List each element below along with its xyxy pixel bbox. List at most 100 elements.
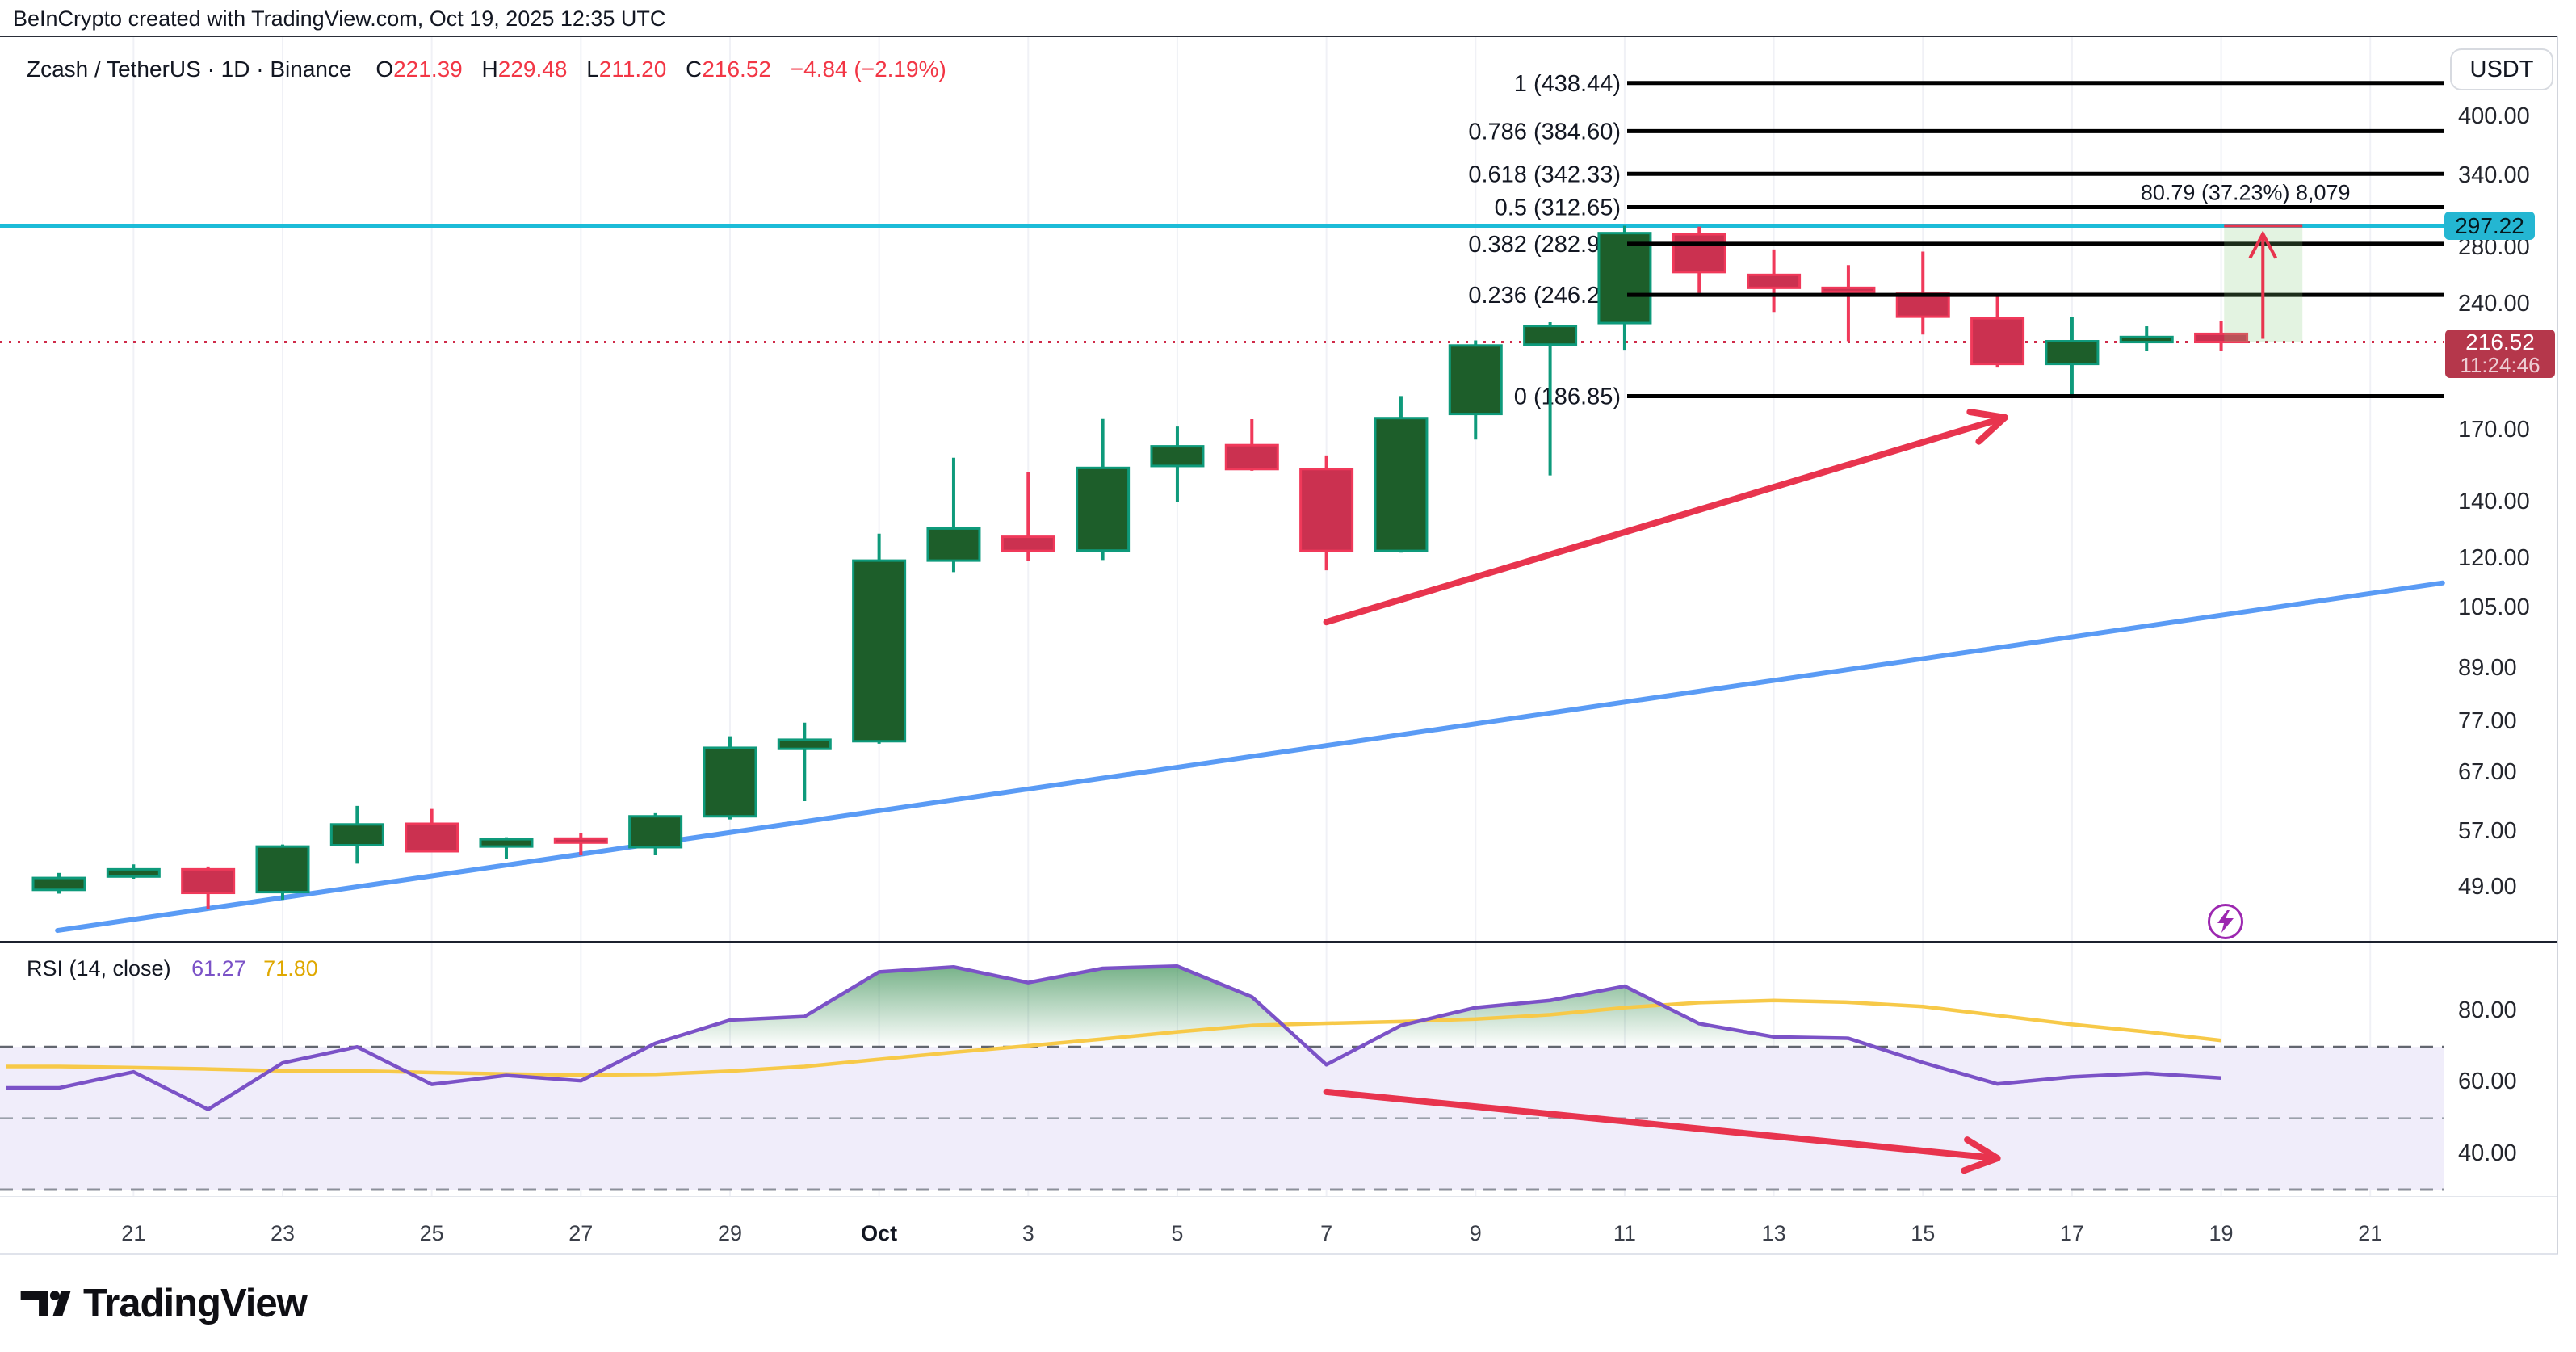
high-label: H bbox=[481, 57, 498, 82]
rsi-overbought-fill bbox=[648, 966, 1307, 1048]
rsi-line bbox=[6, 964, 2221, 1111]
price-tick-label: 140.00 bbox=[2458, 488, 2530, 514]
projection-zone bbox=[2224, 224, 2303, 342]
time-tick-label: 3 bbox=[1022, 1221, 1034, 1245]
candle-body[interactable] bbox=[1523, 325, 1578, 346]
candle-body[interactable] bbox=[2045, 340, 2100, 366]
time-tick-label: 27 bbox=[568, 1221, 594, 1245]
currency-button[interactable]: USDT bbox=[2450, 48, 2553, 90]
candle-body[interactable] bbox=[329, 823, 384, 846]
price-tick-label: 120.00 bbox=[2458, 544, 2530, 571]
alert-price-value: 297.22 bbox=[2455, 212, 2524, 238]
time-axis-separator bbox=[0, 1196, 2558, 1197]
rsi-legend: RSI (14, close) 61.27 71.80 bbox=[27, 956, 318, 981]
time-tick-label: 7 bbox=[1320, 1221, 1333, 1245]
tradingview-logo-icon[interactable] bbox=[19, 1286, 72, 1321]
rsi-ma-value: 71.80 bbox=[263, 956, 318, 980]
candles bbox=[31, 225, 2249, 909]
price-tick-label: 57.00 bbox=[2458, 818, 2517, 845]
candle-body[interactable] bbox=[1672, 233, 1726, 274]
rsi-band bbox=[0, 1045, 2444, 1191]
price-tick-label: 340.00 bbox=[2458, 162, 2530, 189]
fib-labels: 1 (438.44) 0.786 (384.60) 0.618 (342.33) 0.… bbox=[1468, 71, 1621, 410]
time-axis-bottom-border bbox=[0, 1253, 2558, 1255]
candle-body[interactable] bbox=[1374, 417, 1429, 552]
time-tick-label: 25 bbox=[419, 1221, 444, 1245]
fib-label: 1 (438.44) bbox=[1514, 71, 1621, 97]
rsi-tick-label: 80.00 bbox=[2458, 997, 2517, 1023]
candle-body[interactable] bbox=[1224, 443, 1279, 471]
candle-body[interactable] bbox=[926, 527, 981, 562]
candle-body[interactable] bbox=[1001, 535, 1055, 552]
low-label: L bbox=[586, 57, 599, 82]
projection-label: 80.79 (37.23%) 8,079 bbox=[2141, 181, 2351, 205]
candle-body[interactable] bbox=[1076, 466, 1131, 552]
candle-body[interactable] bbox=[1299, 468, 1354, 552]
candle-body[interactable] bbox=[31, 876, 86, 892]
time-tick-label: 19 bbox=[2209, 1221, 2234, 1245]
candle-body[interactable] bbox=[1821, 286, 1876, 293]
rsi-overbought-fill bbox=[1360, 986, 1875, 1048]
price-tick-label: 240.00 bbox=[2458, 290, 2530, 317]
time-tick-label: 21 bbox=[121, 1221, 146, 1245]
candle-body[interactable] bbox=[405, 822, 459, 853]
fib-label: 0.5 (312.65) bbox=[1495, 195, 1621, 221]
candle-body[interactable] bbox=[628, 815, 683, 849]
time-tick-label: 5 bbox=[1171, 1221, 1184, 1245]
lightning-icon bbox=[2217, 910, 2234, 933]
candle-body[interactable] bbox=[852, 559, 907, 743]
high-value: 229.48 bbox=[497, 57, 568, 82]
price-axis-right-border bbox=[2557, 36, 2558, 1254]
change-value: −4.84 (−2.19%) bbox=[790, 57, 946, 82]
fib-label: 0.618 (342.33) bbox=[1468, 162, 1621, 187]
candle-body[interactable] bbox=[181, 867, 236, 895]
rsi-title: RSI (14, close) bbox=[27, 956, 171, 980]
candle-body[interactable] bbox=[2194, 332, 2249, 344]
symbol-legend: Zcash / TetherUS · 1D · Binance O221.39 … bbox=[27, 57, 946, 82]
price-tick-label: 105.00 bbox=[2458, 594, 2530, 620]
price-tick-label: 170.00 bbox=[2458, 417, 2530, 443]
rsi-ma-line bbox=[6, 998, 2221, 1077]
candle-body[interactable] bbox=[1970, 317, 2025, 366]
last-price-value: 216.52 bbox=[2465, 330, 2535, 355]
time-tick-label: 9 bbox=[1469, 1221, 1482, 1245]
candle-body[interactable] bbox=[255, 845, 310, 894]
candle-body[interactable] bbox=[1597, 232, 1652, 325]
price-tick-label: 400.00 bbox=[2458, 103, 2530, 129]
time-tick-label: 11 bbox=[1613, 1221, 1636, 1245]
rsi-trend-arrow[interactable] bbox=[1323, 1088, 2001, 1174]
time-tick-label: 23 bbox=[270, 1221, 296, 1245]
candle-body[interactable] bbox=[1747, 273, 1802, 289]
candle-body[interactable] bbox=[703, 746, 757, 818]
bar-countdown: 11:24:46 bbox=[2460, 353, 2540, 377]
header-separator bbox=[0, 36, 2558, 37]
rsi-tick-label: 40.00 bbox=[2458, 1140, 2517, 1166]
candle-body[interactable] bbox=[106, 867, 161, 878]
candle-body[interactable] bbox=[1448, 344, 1503, 416]
watermark-text: BeInCrypto created with TradingView.com,… bbox=[13, 6, 666, 31]
boost-button[interactable] bbox=[2208, 904, 2243, 939]
time-tick-label: 21 bbox=[2358, 1221, 2383, 1245]
price-trend-arrow[interactable] bbox=[1323, 409, 2008, 626]
candle-body[interactable] bbox=[1895, 292, 1950, 318]
last-price-tag: 216.52 11:24:46 bbox=[2445, 330, 2555, 378]
open-label: O bbox=[375, 57, 394, 82]
candle-body[interactable] bbox=[2119, 335, 2174, 344]
candle-body[interactable] bbox=[553, 837, 608, 844]
candle-body[interactable] bbox=[479, 838, 534, 848]
close-label: C bbox=[686, 57, 703, 82]
fib-label: 0.786 (384.60) bbox=[1468, 119, 1621, 145]
open-value: 221.39 bbox=[393, 57, 463, 82]
price-tick-label: 89.00 bbox=[2458, 654, 2517, 681]
tradingview-wordmark[interactable]: TradingView bbox=[83, 1282, 308, 1325]
candle-body[interactable] bbox=[1150, 445, 1205, 468]
price-tick-label: 49.00 bbox=[2458, 873, 2517, 900]
alert-price-tag: 297.22 bbox=[2444, 212, 2535, 240]
close-value: 216.52 bbox=[702, 57, 771, 82]
pane-separator[interactable] bbox=[0, 941, 2558, 943]
fib-label: 0.236 (246.23) bbox=[1468, 283, 1621, 309]
candle-body[interactable] bbox=[777, 738, 832, 750]
price-tick-label: 67.00 bbox=[2458, 758, 2517, 785]
